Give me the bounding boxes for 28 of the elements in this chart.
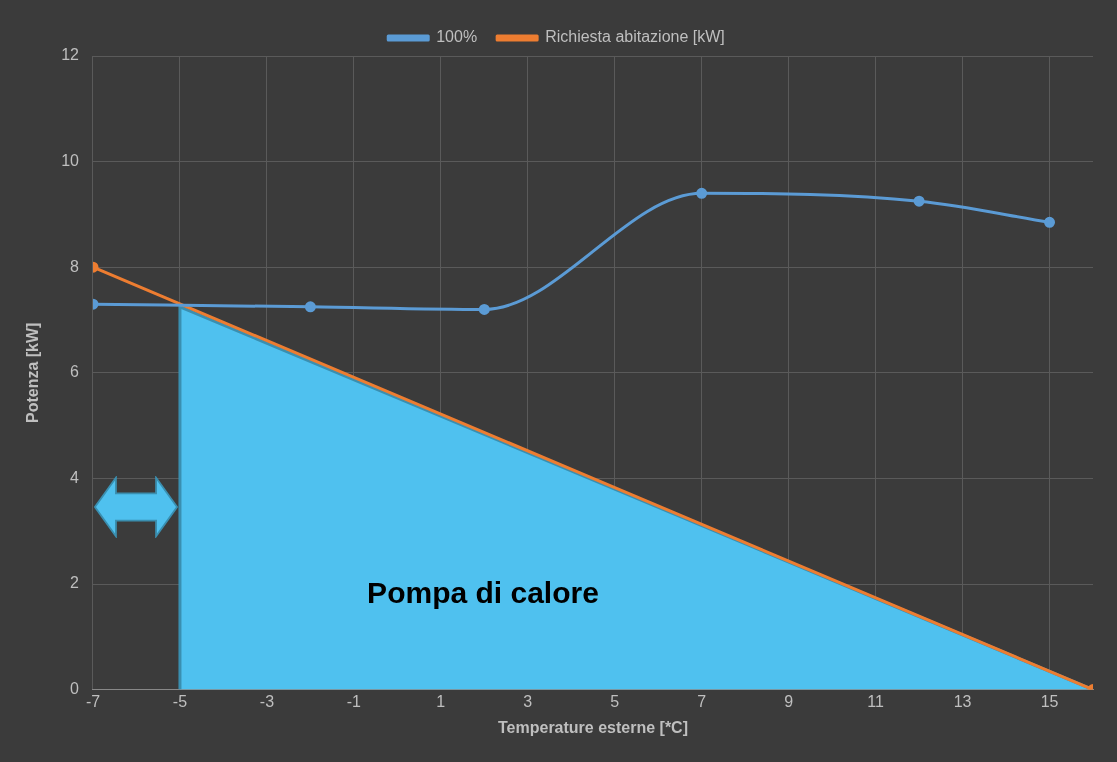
x-tick-label: 7 <box>697 692 707 710</box>
y-tick-label: 6 <box>70 363 80 381</box>
x-tick-label: 3 <box>523 692 533 710</box>
x-tick-label: 5 <box>610 692 620 710</box>
x-tick-label: 13 <box>953 692 972 710</box>
y-tick-label: 10 <box>61 152 80 170</box>
x-tick-label: -3 <box>259 692 275 710</box>
x-tick-label: 15 <box>1040 692 1059 710</box>
y-tick-label: 4 <box>70 468 80 486</box>
legend-label: Richiesta abitazione [kW] <box>545 28 725 46</box>
y-tick-label: 2 <box>70 574 80 592</box>
legend-label: 100% <box>436 28 478 46</box>
point <box>478 303 490 315</box>
x-tick-label: -7 <box>85 692 101 710</box>
x-tick-label: 9 <box>784 692 794 710</box>
y-tick-label: 12 <box>61 46 80 64</box>
point <box>1044 216 1056 228</box>
x-tick-label: 1 <box>436 692 446 710</box>
x-tick-label: -1 <box>346 692 362 710</box>
point <box>913 195 925 207</box>
y-tick-label: 8 <box>70 257 80 275</box>
point <box>696 187 708 199</box>
x-tick-label: -5 <box>172 692 188 710</box>
y-tick-label: 0 <box>70 680 80 698</box>
x-tick-label: 11 <box>867 692 885 710</box>
annotation: Pompa di calore <box>367 575 599 609</box>
y-axis-title: Potenza [kW] <box>24 322 42 424</box>
x-axis-title: Temperature esterne [*C] <box>498 718 688 736</box>
